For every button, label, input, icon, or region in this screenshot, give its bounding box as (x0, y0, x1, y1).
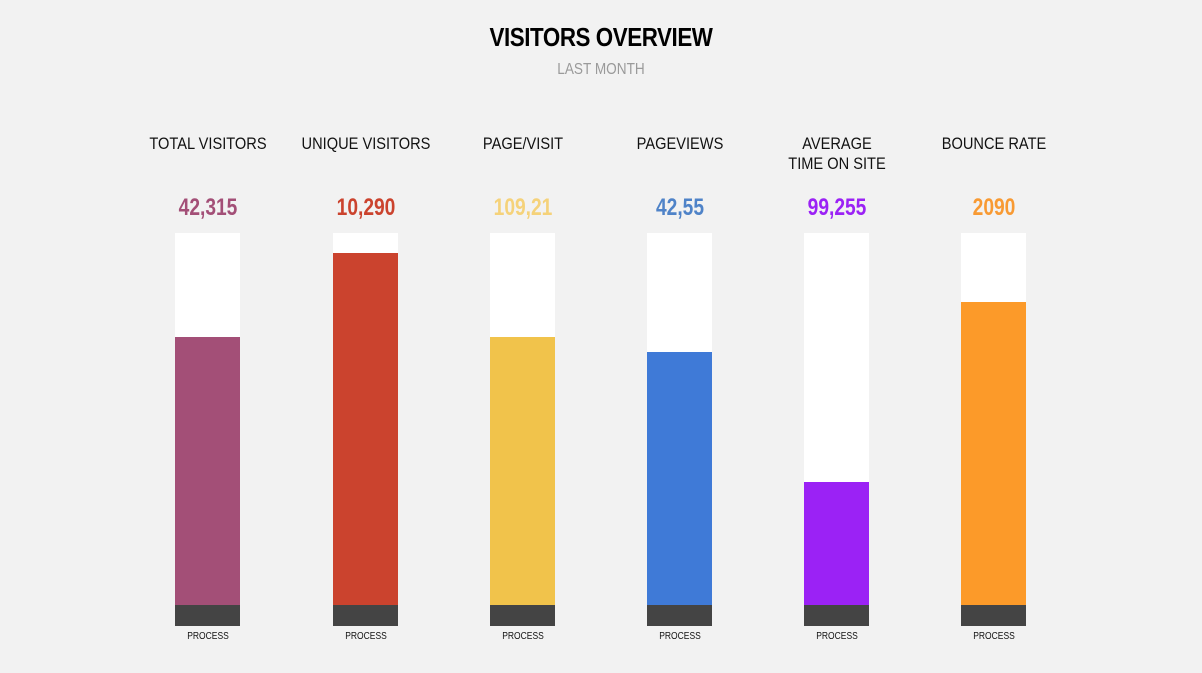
bar-label: PAGE/VISIT (482, 134, 564, 153)
bar-base (804, 605, 869, 626)
bar-base (647, 605, 712, 626)
bar-fill (804, 482, 869, 605)
bar-column: PAGE/VISIT 109,21 PROCESS (448, 0, 598, 673)
chart-title: VISITORS OVERVIEW (489, 22, 713, 52)
bar-column: UNIQUE VISITORS 10,290 PROCESS (291, 0, 441, 673)
process-label: PROCESS (659, 631, 701, 642)
bar-track (647, 233, 712, 605)
bar-value-label: 42,315 (178, 194, 238, 221)
bar-label: TOTAL VISITORS (149, 134, 267, 153)
bar-track (804, 233, 869, 605)
bar-fill (961, 301, 1026, 605)
bar-column: TOTAL VISITORS 42,315 PROCESS (133, 0, 283, 673)
bar-fill (647, 352, 712, 605)
bar-value-label: 99,255 (807, 194, 867, 221)
bar-column: AVERAGE TIME ON SITE 99,255 PROCESS (762, 0, 912, 673)
process-label: PROCESS (345, 631, 387, 642)
process-label: PROCESS (816, 631, 858, 642)
bar-label: BOUNCE RATE (941, 134, 1047, 153)
bar-base (490, 605, 555, 626)
bar-label: PAGEVIEWS (636, 134, 724, 153)
bar-base (333, 605, 398, 626)
bar-column: BOUNCE RATE 2090 PROCESS (919, 0, 1069, 673)
bar-track (333, 233, 398, 605)
bar-column: PAGEVIEWS 42,55 PROCESS (605, 0, 755, 673)
process-label: PROCESS (187, 631, 229, 642)
bar-value-label: 109,21 (493, 194, 553, 221)
bar-value-label: 10,290 (336, 194, 396, 221)
bar-label: UNIQUE VISITORS (301, 134, 431, 153)
bar-track (490, 233, 555, 605)
bar-base (961, 605, 1026, 626)
bar-fill (175, 337, 240, 605)
bar-fill (490, 337, 555, 605)
process-label: PROCESS (502, 631, 544, 642)
chart-subtitle: LAST MONTH (557, 61, 645, 78)
bar-value-label: 42,55 (655, 194, 705, 221)
bar-value-label: 2090 (972, 194, 1016, 221)
bar-track (175, 233, 240, 605)
process-label: PROCESS (973, 631, 1015, 642)
bar-fill (333, 253, 398, 605)
bar-track (961, 233, 1026, 605)
bar-label: AVERAGE TIME ON SITE (788, 134, 886, 173)
bar-base (175, 605, 240, 626)
